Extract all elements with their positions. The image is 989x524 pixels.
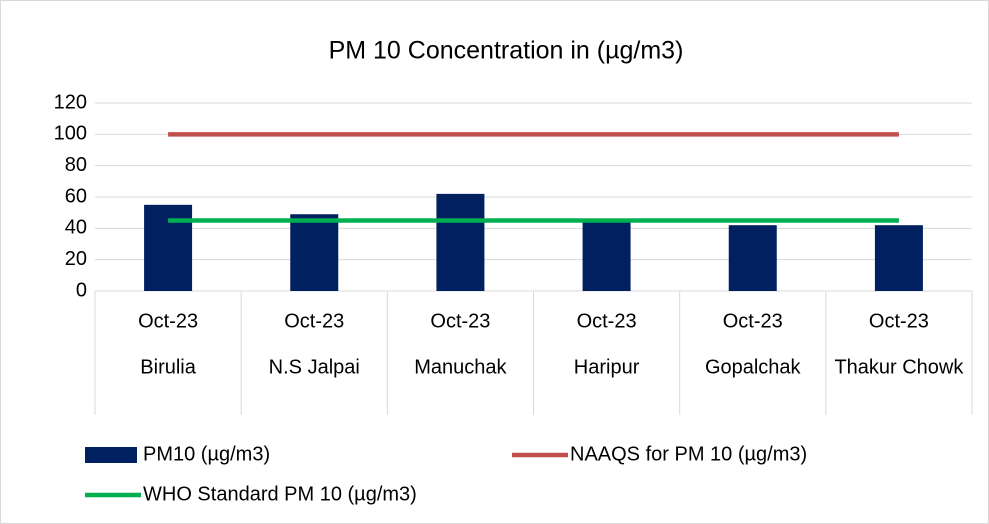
x-tick-label: N.S Jalpai	[269, 356, 360, 378]
x-tick-label: Thakur Chowk	[834, 356, 964, 378]
chart-title: PM 10 Concentration in (µg/m3)	[329, 37, 684, 65]
bar	[436, 193, 485, 291]
y-tick-label: 60	[65, 185, 87, 207]
bar	[144, 204, 193, 291]
legend-swatch	[85, 447, 137, 463]
legend-label: WHO Standard PM 10 (µg/m3)	[143, 483, 417, 505]
x-tick-label: Gopalchak	[705, 356, 802, 378]
x-tick-label: Birulia	[140, 356, 196, 378]
y-tick-label: 0	[76, 279, 87, 301]
bar	[728, 225, 777, 291]
x-tick-label: Oct-23	[869, 310, 929, 332]
y-tick-label: 40	[65, 217, 87, 239]
x-tick-label: Oct-23	[284, 310, 344, 332]
x-tick-label: Oct-23	[723, 310, 783, 332]
x-tick-label: Oct-23	[138, 310, 198, 332]
y-tick-label: 80	[65, 154, 87, 176]
legend-label: PM10 (µg/m3)	[143, 443, 270, 465]
y-tick-label: 20	[65, 248, 87, 270]
legend-label: NAAQS for PM 10 (µg/m3)	[570, 443, 807, 465]
x-tick-label: Oct-23	[577, 310, 637, 332]
y-tick-label: 120	[54, 91, 87, 113]
y-tick-label: 100	[54, 123, 87, 145]
bar	[290, 214, 339, 291]
x-tick-label: Oct-23	[430, 310, 490, 332]
bar	[582, 220, 631, 291]
x-tick-label: Haripur	[574, 356, 640, 378]
bar	[874, 225, 923, 291]
x-tick-label: Manuchak	[414, 356, 507, 378]
